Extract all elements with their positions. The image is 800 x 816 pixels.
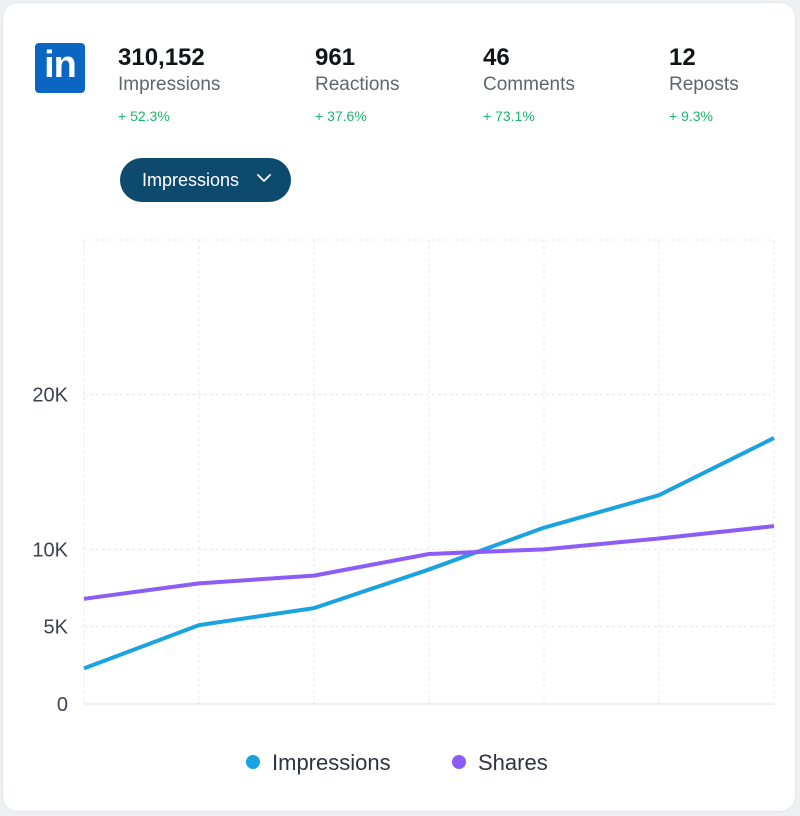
legend-label: Impressions (272, 750, 391, 775)
stat-reposts: 12 Reposts + 9.3% (669, 43, 739, 125)
logo-text: in (44, 44, 77, 86)
stat-change: + 73.1% (483, 108, 535, 124)
metric-dropdown-label: Impressions (142, 170, 240, 190)
linkedin-logo-icon: in (35, 43, 85, 93)
stat-change: + 37.6% (315, 108, 367, 124)
stat-impressions: 310,152 Impressions + 52.3% (118, 43, 220, 125)
stat-reactions: 961 Reactions + 37.6% (315, 43, 400, 125)
legend-item-impressions[interactable]: Impressions (246, 750, 391, 776)
stat-value: 12 (669, 44, 696, 71)
stat-label: Comments (483, 74, 575, 95)
stat-comments: 46 Comments + 73.1% (483, 43, 575, 125)
plot-frame (83, 239, 775, 705)
legend-dot-icon (452, 755, 466, 769)
y-tick-label: 20K (32, 385, 68, 407)
stat-change: + 9.3% (669, 108, 713, 124)
stat-label: Reactions (315, 74, 400, 95)
stat-value: 961 (315, 44, 356, 71)
series-line-shares (83, 524, 775, 601)
stat-change: + 52.3% (118, 108, 170, 124)
metric-dropdown[interactable]: Impressions (120, 158, 291, 202)
stat-value: 46 (483, 44, 510, 71)
legend-item-shares[interactable]: Shares (452, 750, 548, 776)
y-tick-label: 5K (44, 617, 69, 639)
legend-label: Shares (478, 750, 548, 775)
stat-label: Reposts (669, 74, 739, 95)
stat-label: Impressions (118, 74, 221, 95)
y-tick-label: 10K (32, 539, 68, 561)
chevron-down-icon (257, 174, 271, 182)
stat-value: 310,152 (118, 44, 205, 71)
legend-dot-icon (246, 755, 260, 769)
y-tick-label: 0 (57, 694, 68, 716)
